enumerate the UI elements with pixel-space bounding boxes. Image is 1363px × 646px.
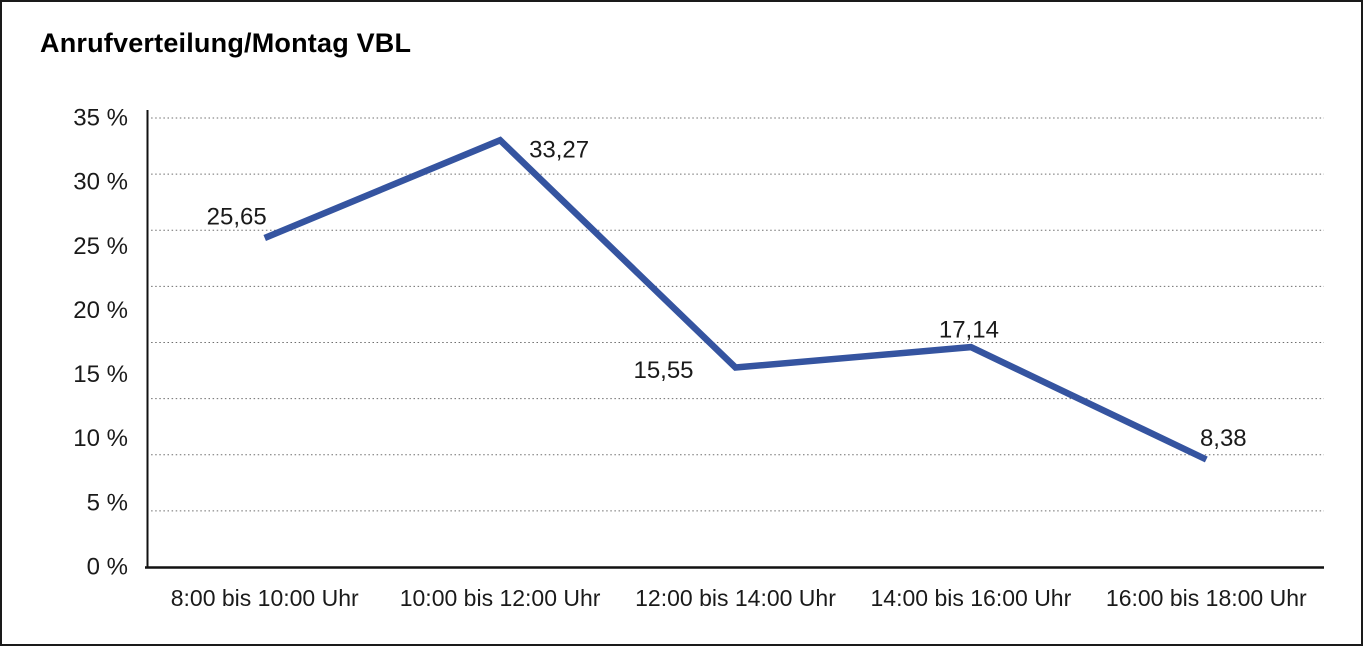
point-value-label: 25,65 [207,203,267,230]
x-category-label: 8:00 bis 10:00 Uhr [171,585,359,611]
y-tick-label: 10 % [73,425,128,452]
y-tick-label: 5 % [87,489,128,516]
x-category-label: 10:00 bis 12:00 Uhr [400,585,601,611]
point-value-label: 15,55 [633,357,693,384]
point-value-label: 33,27 [529,137,589,164]
y-tick-label: 20 % [73,297,128,324]
y-tick-label: 25 % [73,233,128,260]
chart-title: Anrufverteilung/Montag VBL [40,28,412,58]
point-value-label: 17,14 [939,317,999,344]
y-tick-label: 35 % [73,105,128,132]
x-category-label: 16:00 bis 18:00 Uhr [1106,585,1307,611]
x-category-label: 14:00 bis 16:00 Uhr [871,585,1072,611]
x-category-label: 12:00 bis 14:00 Uhr [635,585,836,611]
point-value-label: 8,38 [1200,425,1247,452]
y-tick-label: 15 % [73,361,128,388]
y-tick-label: 0 % [87,554,128,581]
series-line [263,136,1208,463]
y-tick-label: 30 % [73,169,128,196]
